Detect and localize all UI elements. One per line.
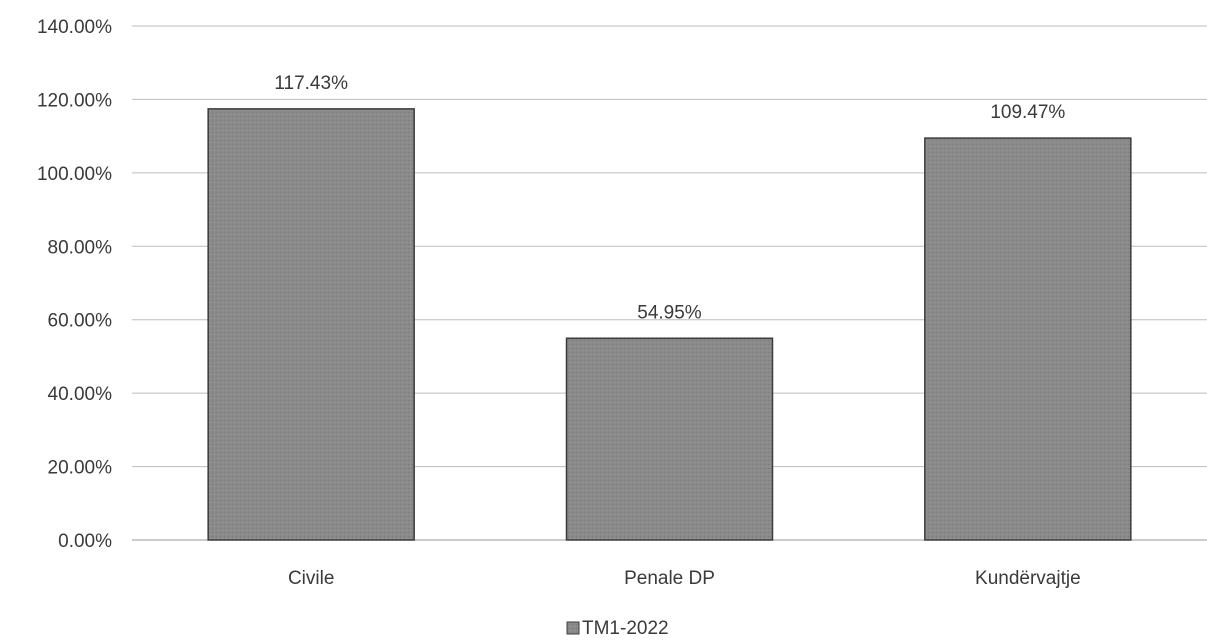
bar-penale-dp bbox=[565, 337, 774, 541]
y-tick-label: 80.00% bbox=[48, 237, 113, 258]
y-tick-label: 100.00% bbox=[37, 164, 112, 185]
data-label: 109.47% bbox=[990, 102, 1065, 123]
data-label: 117.43% bbox=[274, 73, 348, 94]
legend-swatch-tm1-2022 bbox=[566, 621, 580, 635]
y-tick-label: 20.00% bbox=[48, 458, 113, 479]
data-label: 54.95% bbox=[637, 302, 702, 323]
bar-civile bbox=[207, 108, 415, 541]
y-tick-label: 40.00% bbox=[48, 384, 113, 405]
y-tick-label: 120.00% bbox=[37, 90, 112, 111]
data-labels: 117.43% 54.95% 109.47% bbox=[274, 73, 1065, 323]
legend: TM1-2022 bbox=[566, 618, 669, 639]
bar-kundërvajtje bbox=[924, 137, 1132, 541]
legend-label-tm1-2022: TM1-2022 bbox=[582, 618, 669, 639]
x-tick-label: Penale DP bbox=[624, 568, 715, 589]
x-axis-tick-labels: Civile Penale DP Kundërvajtje bbox=[288, 568, 1081, 589]
plot-area: 0.00% 20.00% 40.00% 60.00% 80.00% 100.00% 120.… bbox=[37, 17, 1207, 589]
y-tick-label: 140.00% bbox=[37, 17, 112, 38]
x-tick-label: Kundërvajtje bbox=[975, 568, 1081, 589]
x-tick-label: Civile bbox=[288, 568, 334, 589]
bars bbox=[207, 108, 1132, 541]
y-axis-tick-labels: 0.00% 20.00% 40.00% 60.00% 80.00% 100.00% 120.… bbox=[37, 17, 112, 552]
y-tick-label: 0.00% bbox=[58, 531, 112, 552]
y-tick-label: 60.00% bbox=[48, 311, 113, 332]
